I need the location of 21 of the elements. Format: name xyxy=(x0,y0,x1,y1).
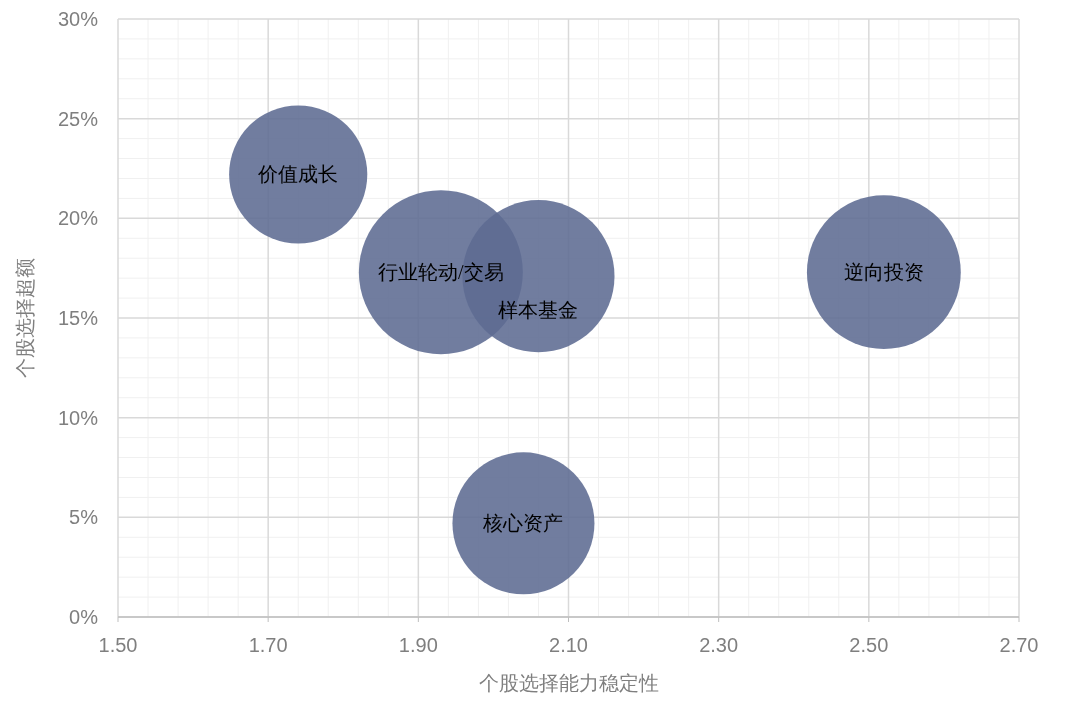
y-tick-label: 5% xyxy=(69,506,99,529)
x-tick-label: 1.50 xyxy=(98,634,138,656)
y-tick-label: 0% xyxy=(69,606,99,628)
y-tick-label: 15% xyxy=(57,307,99,329)
x-tick-label: 2.70 xyxy=(999,634,1039,656)
x-tick-label: 2.30 xyxy=(699,634,739,656)
x-axis-title: 个股选择能力稳定性 xyxy=(478,672,659,694)
y-axis-title: 个股选择超额 xyxy=(14,258,36,378)
x-tick-label: 1.70 xyxy=(248,634,288,656)
y-tick-label: 10% xyxy=(57,406,99,429)
x-tick-label: 2.10 xyxy=(549,634,588,656)
y-tick-label: 25% xyxy=(57,107,99,130)
x-tick-label: 2.50 xyxy=(849,634,889,656)
y-tick-label: 20% xyxy=(57,207,99,230)
series-label: 核心资产 xyxy=(482,512,564,535)
series-label: 行业轮动/交易 xyxy=(378,261,504,284)
x-tick-label: 1.90 xyxy=(398,634,438,656)
series-label: 价值成长 xyxy=(257,163,339,186)
series-label: 逆向投资 xyxy=(843,261,924,284)
y-tick-label: 30% xyxy=(57,8,99,30)
series-label: 样本基金 xyxy=(498,299,579,322)
